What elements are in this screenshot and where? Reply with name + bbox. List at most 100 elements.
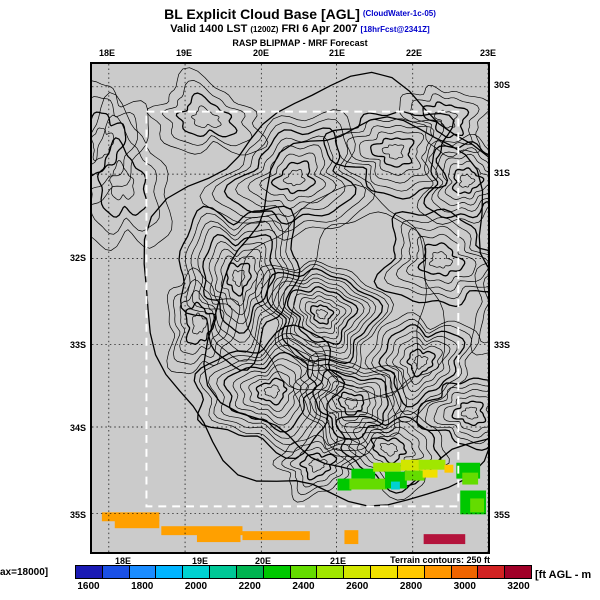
lon-tick-label-top: 23E bbox=[479, 48, 496, 58]
colorbar-cell bbox=[396, 566, 424, 578]
colorbar-tick-label: 1800 bbox=[131, 581, 154, 592]
cloudbase-patch-layer bbox=[101, 459, 487, 545]
terrain-contour bbox=[203, 116, 488, 489]
terrain-contour bbox=[199, 109, 376, 241]
colorbar-tick-label: 2000 bbox=[184, 581, 208, 592]
terrain-contour bbox=[220, 255, 258, 306]
colorbar-tick-label: 2400 bbox=[292, 581, 315, 592]
cloudbase-patch bbox=[351, 468, 376, 479]
lat-tick-label-right: 30S bbox=[494, 80, 511, 90]
colorbar-cell bbox=[504, 566, 532, 578]
colorbar-labels: 1600 1800 2000 2200 2400 2600 2800 3000 3200 bbox=[75, 581, 532, 594]
forecast-tag: [18hrFcst@2341Z] bbox=[360, 25, 430, 35]
terrain-contour bbox=[359, 131, 425, 176]
terrain-contour bbox=[255, 377, 288, 406]
lon-tick-label-bottom: 20E bbox=[254, 556, 271, 566]
terrain-contour bbox=[392, 337, 451, 393]
terrain-contour bbox=[232, 358, 309, 426]
terrain-contour bbox=[185, 301, 217, 345]
terrain-contour bbox=[385, 330, 458, 400]
colorbar-tick-label: 2600 bbox=[346, 581, 369, 592]
page-title: BL Explicit Cloud Base [AGL] bbox=[164, 6, 360, 22]
title-line: BL Explicit Cloud Base [AGL] (CloudWater-… bbox=[0, 6, 600, 22]
terrain-contour bbox=[248, 371, 295, 412]
terrain-contour bbox=[309, 304, 335, 325]
terrain-contour bbox=[395, 225, 488, 292]
terrain-contour bbox=[259, 152, 326, 202]
terrain-contour bbox=[417, 242, 466, 277]
terrain-contour bbox=[239, 364, 302, 419]
terrain-contour bbox=[208, 338, 331, 446]
terrain-contour bbox=[211, 118, 366, 233]
terrain-contours-note: Terrain contours: 250 ft bbox=[390, 555, 490, 565]
terrain-contour bbox=[406, 348, 436, 378]
terrain-contour bbox=[208, 241, 271, 325]
graticule-layer bbox=[92, 64, 488, 552]
lon-tick-label-bottom: 18E bbox=[114, 556, 131, 566]
terrain-contour bbox=[433, 388, 488, 439]
cloudbase-patch bbox=[462, 472, 479, 485]
lat-tick-label-left: 34S bbox=[69, 423, 86, 433]
cloudbase-patch bbox=[161, 526, 243, 536]
lon-tick-label-top: 18E bbox=[98, 48, 115, 58]
terrain-contour bbox=[92, 92, 173, 251]
terrain-contour bbox=[223, 127, 357, 225]
terrain-contour bbox=[299, 452, 338, 481]
terrain-contour bbox=[399, 84, 488, 158]
terrain-contour bbox=[289, 447, 347, 488]
terrain-contour bbox=[282, 281, 365, 349]
lon-tick-label-top: 19E bbox=[175, 48, 192, 58]
lat-tick-label-left: 35S bbox=[69, 510, 86, 520]
colorbar-tick-label: 2800 bbox=[399, 581, 423, 592]
terrain-contour bbox=[293, 291, 353, 340]
terrain-contour bbox=[92, 114, 160, 235]
model-domain-boundary bbox=[145, 110, 460, 508]
terrain-contour bbox=[214, 248, 264, 316]
max-value-label: ax=18000] bbox=[0, 567, 49, 578]
terrain-contour bbox=[381, 144, 405, 160]
valid-zulu: (1200Z) bbox=[250, 25, 279, 35]
terrain-contour bbox=[223, 351, 318, 433]
colorbar-tick-label: 3000 bbox=[453, 581, 476, 592]
terrain-contour bbox=[331, 386, 371, 422]
colorbar-cell bbox=[128, 566, 156, 578]
terrain-contour bbox=[451, 167, 485, 195]
colorbar-cell bbox=[235, 566, 263, 578]
terrain-contour bbox=[175, 92, 238, 138]
lat-tick-label-left: 33S bbox=[69, 340, 86, 350]
valid-prefix: Valid 1400 LST bbox=[170, 23, 251, 36]
terrain-contour bbox=[470, 262, 488, 356]
cloudbase-patch bbox=[423, 534, 466, 545]
terrain-contour bbox=[434, 109, 458, 129]
terrain-contour bbox=[379, 443, 398, 457]
terrain-contour bbox=[277, 277, 371, 354]
colorbar-cell bbox=[76, 566, 102, 578]
cloudbase-patch bbox=[373, 462, 401, 472]
terrain-contour bbox=[370, 137, 415, 168]
terrain-contour bbox=[286, 211, 446, 398]
terrain-contour bbox=[337, 391, 365, 416]
colorbar-tick-label: 3200 bbox=[507, 581, 530, 592]
terrain-contour bbox=[197, 226, 285, 343]
terrain-contour bbox=[364, 312, 480, 423]
colorbar-cell bbox=[155, 566, 183, 578]
map-area bbox=[90, 62, 490, 554]
terrain-contour bbox=[92, 111, 127, 177]
terrain-contour bbox=[413, 355, 429, 370]
colorbar-cell bbox=[477, 566, 505, 578]
terrain-contour bbox=[431, 147, 488, 213]
terrain-contour bbox=[191, 105, 222, 128]
cloudbase-patch bbox=[242, 531, 310, 541]
terrain-contour bbox=[282, 169, 306, 187]
terrain-contour bbox=[92, 80, 149, 205]
colorbar-cell bbox=[209, 566, 236, 578]
terrain-contour bbox=[173, 279, 233, 365]
terrain-contour bbox=[166, 267, 241, 375]
lon-tick-label-bottom: 19E bbox=[191, 556, 208, 566]
colorbar-tick-label: 2200 bbox=[238, 581, 261, 592]
terrain-contour bbox=[247, 144, 337, 210]
terrain-contour bbox=[270, 160, 316, 195]
terrain-contour bbox=[378, 324, 466, 408]
terrain-contour bbox=[384, 216, 488, 300]
